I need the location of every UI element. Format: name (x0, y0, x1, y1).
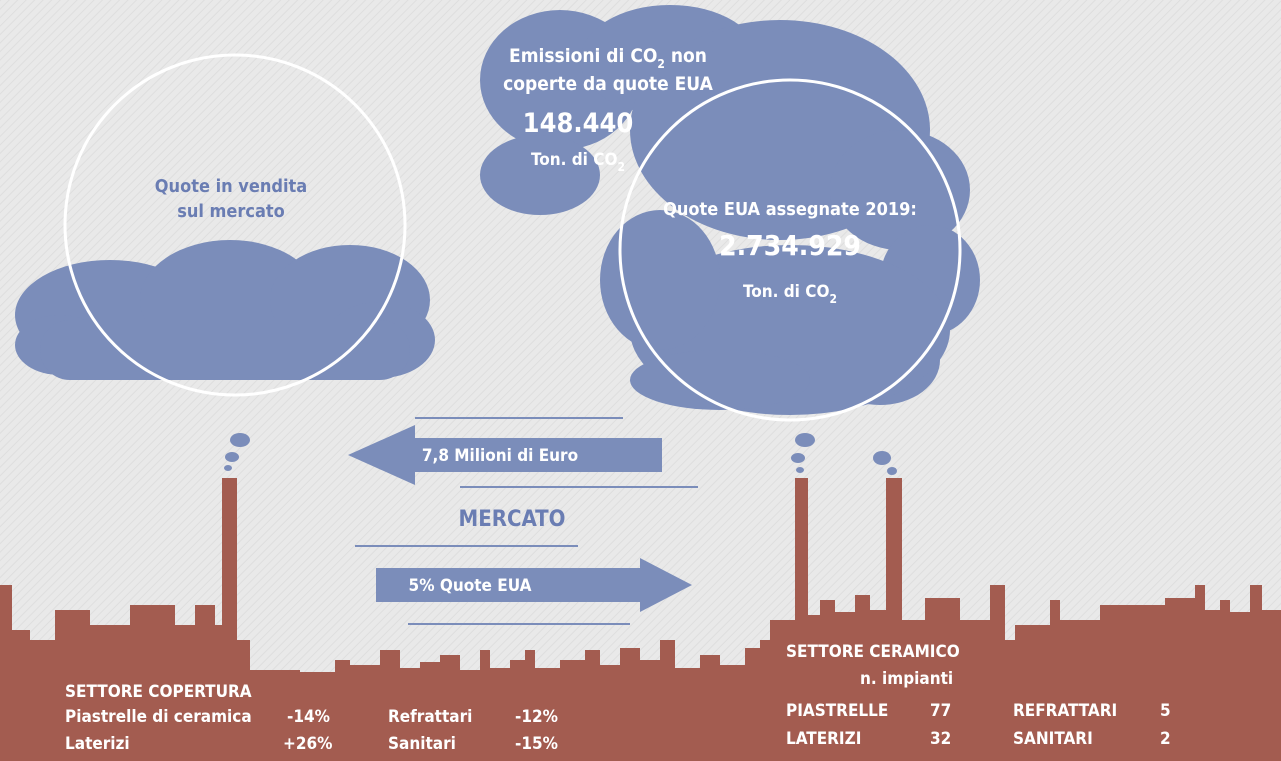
allowances-circle (618, 78, 962, 422)
cell: Laterizi (65, 734, 130, 754)
text: Emissioni di CO (509, 45, 657, 67)
title: SETTORE COPERTURA (65, 682, 252, 702)
value: 2.734.929 (719, 229, 861, 262)
arrow-label: 7,8 Milioni di Euro (422, 446, 578, 466)
text: Ton. di CO2 (531, 150, 625, 174)
right-cloud (480, 5, 980, 475)
skyline (0, 478, 1281, 761)
market-label: MERCATO (459, 507, 566, 532)
cell: REFRATTARI (1013, 701, 1117, 721)
cell: 2 (1160, 729, 1171, 749)
arrow-label: 5% Quote EUA (409, 576, 532, 596)
text: 2 (617, 160, 625, 174)
left-cloud (15, 240, 435, 471)
title: SETTORE CERAMICO (786, 642, 960, 662)
allowances-text: Quote EUA assegnate 2019: 2.734.929 Ton.… (663, 199, 917, 306)
market-cloud-text: Quote in vendita sul mercato (155, 176, 307, 222)
market-lines (355, 417, 698, 625)
ceramic-sector: SETTORE CERAMICO n. impianti PIASTRELLE … (786, 642, 1171, 749)
cell: 5 (1160, 701, 1171, 721)
money-arrow (348, 425, 662, 485)
cell: -12% (515, 707, 558, 727)
cell: PIASTRELLE (786, 701, 888, 721)
cell: -14% (287, 707, 330, 727)
text: Ton. di CO (743, 282, 829, 302)
cell: Refrattari (388, 707, 472, 727)
text: sul mercato (177, 201, 285, 222)
cell: 32 (930, 729, 951, 749)
cell: SANITARI (1013, 729, 1093, 749)
subtitle: n. impianti (860, 669, 953, 689)
text: Quote in vendita (155, 176, 307, 197)
cell: -15% (515, 734, 558, 754)
text: Ton. di CO2 (743, 282, 837, 306)
cell: 77 (930, 701, 951, 721)
market-circle (63, 53, 407, 397)
text: Quote EUA assegnate 2019: (663, 199, 917, 220)
text: Ton. di CO (531, 150, 617, 170)
coverage-sector: SETTORE COPERTURA Piastrelle di ceramica… (65, 682, 558, 754)
cell: Sanitari (388, 734, 456, 754)
cell: +26% (283, 734, 332, 754)
emissions-text: Emissioni di CO2 non coperte da quote EU… (503, 45, 713, 174)
text: Emissioni di CO2 non (509, 45, 707, 71)
text: non (665, 45, 707, 67)
text: 2 (829, 292, 837, 306)
cell: LATERIZI (786, 729, 861, 749)
value: 148.440 (523, 108, 634, 139)
cell: Piastrelle di ceramica (65, 707, 252, 727)
quota-arrow (376, 558, 692, 612)
text: 2 (657, 57, 665, 71)
text: coperte da quote EUA (503, 73, 713, 95)
